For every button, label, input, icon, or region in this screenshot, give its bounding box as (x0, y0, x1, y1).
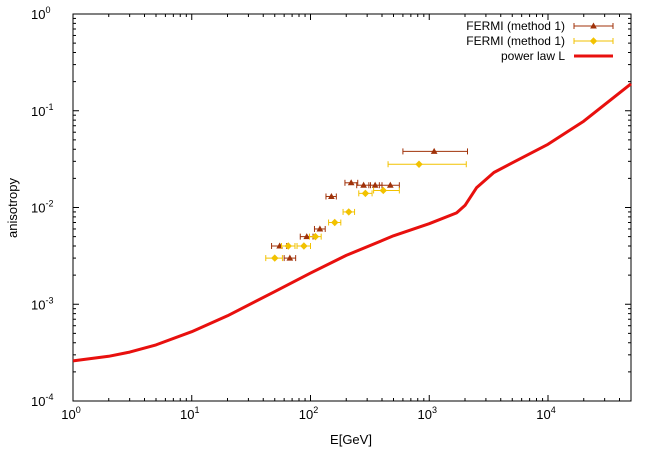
x-tick-label: 102 (299, 405, 318, 422)
data-point (430, 147, 438, 154)
legend-label: FERMI (method 1) (466, 19, 565, 33)
y-tick-label: 100 (31, 5, 50, 22)
data-point (284, 242, 292, 250)
data-point (371, 181, 379, 188)
y-axis-title: anisotropy (5, 178, 20, 238)
data-point (276, 242, 284, 249)
x-axis-title: E[GeV] (330, 432, 372, 447)
data-point (331, 218, 339, 227)
data-point (345, 208, 353, 216)
x-tick-label: 104 (536, 405, 555, 422)
legend-label: power law L (501, 49, 565, 63)
data-point (386, 181, 394, 188)
data-point (271, 254, 279, 262)
data-point (360, 181, 367, 188)
legend-label: FERMI (method 1) (466, 34, 565, 48)
data-point (286, 254, 294, 261)
y-tick-label: 10-4 (31, 392, 53, 409)
data-point (361, 189, 370, 198)
series-1 (265, 160, 467, 262)
data-point (311, 232, 320, 241)
y-tick-label: 10-3 (31, 295, 53, 312)
data-point (379, 186, 387, 195)
x-tick-label: 103 (418, 405, 437, 422)
legend: FERMI (method 1)FERMI (method 1)power la… (466, 19, 614, 63)
power-law-line (72, 82, 632, 363)
x-tick-label: 101 (180, 405, 199, 422)
data-point (415, 160, 423, 168)
plot-frame (72, 13, 632, 402)
y-tick-label: 10-1 (31, 102, 53, 119)
data-point (316, 225, 324, 232)
data-point (300, 242, 308, 250)
data-point (303, 233, 311, 240)
data-point (328, 192, 335, 199)
y-tick-label: 10-2 (31, 199, 53, 216)
legend-marker (589, 37, 598, 45)
data-point (347, 179, 355, 186)
series-2 (72, 82, 632, 363)
x-tick-label: 100 (61, 405, 80, 422)
legend-marker (590, 22, 597, 29)
